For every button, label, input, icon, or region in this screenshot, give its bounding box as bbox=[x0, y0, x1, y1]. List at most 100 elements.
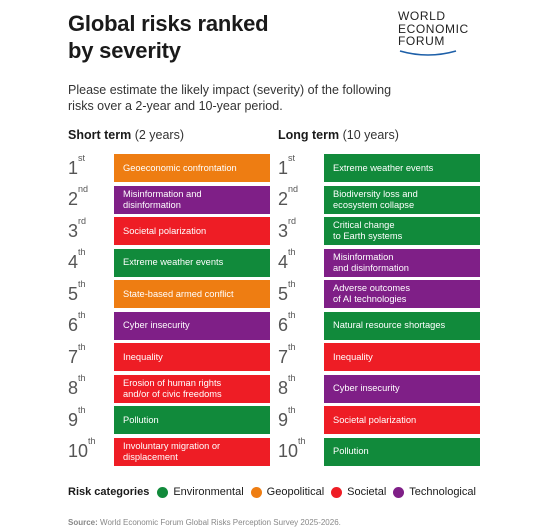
risk-row: 3rd Societal polarization bbox=[68, 216, 270, 245]
rank-value: 3 bbox=[278, 220, 289, 241]
legend-dot-environmental bbox=[157, 486, 169, 498]
risk-box-tech: Cyber insecurity bbox=[324, 374, 480, 403]
rank-number: 10th bbox=[68, 436, 114, 462]
risk-box-geo: Geoeconomic confrontation bbox=[114, 154, 270, 182]
risk-label-line-1: Pollution bbox=[333, 446, 369, 456]
risk-row: 6th Natural resource shortages bbox=[278, 310, 480, 340]
risk-box-soc: Inequality bbox=[114, 343, 270, 371]
rank-suffix: st bbox=[288, 152, 296, 163]
rank-number: 9th bbox=[68, 405, 114, 431]
rank-number: 8th bbox=[68, 373, 114, 399]
rank-number: 2nd bbox=[68, 184, 114, 210]
risk-label-line-1: Critical change bbox=[333, 220, 395, 230]
risk-label-line-1: Adverse outcomes bbox=[333, 283, 410, 293]
risk-label-line-1: Pollution bbox=[123, 414, 159, 425]
risk-label-line-1: State-based armed conflict bbox=[123, 288, 234, 299]
risk-label-line-2: disinformation bbox=[123, 199, 181, 210]
legend-label: Geopolitical bbox=[266, 486, 325, 498]
risk-row: 5th State-based armed conflict bbox=[68, 279, 270, 308]
risk-label: State-based armed conflict bbox=[123, 289, 234, 300]
rank-value: 4 bbox=[278, 252, 289, 272]
long-term-label: Long term bbox=[278, 128, 340, 142]
risk-box-env: Critical change to Earth systems bbox=[324, 217, 480, 245]
risk-label-line-1: Inequality bbox=[333, 351, 373, 362]
risk-row: 10th Involuntary migration or displacement bbox=[68, 436, 270, 466]
risk-label: Inequality bbox=[333, 352, 373, 363]
risk-box-env: Extreme weather events bbox=[114, 248, 270, 277]
source-text: World Economic Forum Global Risks Percep… bbox=[100, 518, 341, 527]
rank-suffix: th bbox=[88, 436, 96, 446]
rank-value: 2 bbox=[278, 189, 289, 209]
rank-number: 2nd bbox=[278, 184, 324, 210]
rank-suffix: th bbox=[78, 404, 86, 415]
risk-label-line-2: to Earth systems bbox=[333, 231, 403, 241]
rank-number: 7th bbox=[68, 342, 114, 368]
risk-label-line-1: Extreme weather events bbox=[123, 257, 224, 267]
logo-line-2: ECONOMIC bbox=[398, 21, 469, 36]
rank-value: 9 bbox=[278, 409, 289, 430]
rank-suffix: nd bbox=[78, 184, 89, 194]
source-label: Source: bbox=[68, 518, 98, 527]
rank-value: 1 bbox=[68, 157, 79, 178]
rank-number: 4th bbox=[68, 247, 114, 273]
risk-label-line-2: and/or of civic freedoms bbox=[123, 388, 222, 399]
risk-row: 5th Adverse outcomes of AI technologies bbox=[278, 278, 480, 308]
risk-row: 3rd Critical change to Earth systems bbox=[278, 216, 480, 245]
legend: Risk categories Environmental Geopolitic… bbox=[68, 486, 483, 498]
risk-row: 4th Extreme weather events bbox=[68, 247, 270, 277]
risk-label-line-1: Misinformation and bbox=[123, 188, 202, 199]
long-term-period: (10 years) bbox=[342, 128, 399, 142]
rank-number: 6th bbox=[68, 310, 114, 336]
rank-number: 4th bbox=[278, 247, 324, 273]
short-term-label: Short term bbox=[68, 128, 132, 142]
legend-label: Technological bbox=[409, 486, 476, 498]
risk-box-env: Pollution bbox=[324, 437, 480, 466]
risk-row: 4th Misinformation and disinformation bbox=[278, 247, 480, 277]
rank-number: 3rd bbox=[68, 216, 114, 242]
rank-value: 6 bbox=[278, 315, 289, 335]
risk-box-tech: Adverse outcomes of AI technologies bbox=[324, 280, 480, 308]
logo-line-1: WORLD bbox=[398, 9, 446, 23]
rank-suffix: th bbox=[288, 404, 296, 415]
legend-item-technological: Technological bbox=[393, 486, 476, 498]
risk-label: Misinformation and disinformation bbox=[123, 189, 202, 211]
legend-item-societal: Societal bbox=[331, 486, 386, 498]
risk-label: Erosion of human rights and/or of civic f… bbox=[123, 378, 222, 400]
rank-value: 10 bbox=[68, 441, 89, 461]
rank-suffix: th bbox=[288, 373, 296, 383]
rank-number: 9th bbox=[278, 405, 324, 431]
short-term-period: (2 years) bbox=[134, 128, 185, 142]
risk-row: 9th Societal polarization bbox=[278, 405, 480, 434]
risk-label-line-1: Involuntary migration or bbox=[123, 440, 221, 451]
legend-label: Societal bbox=[347, 486, 387, 498]
risk-label: Geoeconomic confrontation bbox=[123, 163, 237, 174]
rank-value: 2 bbox=[68, 189, 79, 209]
rank-suffix: th bbox=[288, 278, 296, 289]
subtitle-line-1: Please estimate the likely impact (sever… bbox=[68, 83, 392, 97]
risk-box-soc: Inequality bbox=[324, 343, 480, 371]
rank-value: 9 bbox=[68, 409, 79, 430]
risk-label-line-1: Societal polarization bbox=[123, 225, 207, 236]
risk-label: Cyber insecurity bbox=[123, 320, 190, 331]
rank-value: 8 bbox=[68, 378, 79, 398]
risk-label-line-2: ecosystem collapse bbox=[333, 199, 415, 210]
legend-item-geopolitical: Geopolitical bbox=[250, 486, 325, 498]
risk-row: 6th Cyber insecurity bbox=[68, 310, 270, 340]
risk-label-line-1: Cyber insecurity bbox=[333, 383, 400, 393]
risk-box-tech: Cyber insecurity bbox=[114, 311, 270, 340]
risk-label: Societal polarization bbox=[333, 415, 416, 426]
subtitle: Please estimate the likely impact (sever… bbox=[68, 82, 468, 114]
rank-number: 10th bbox=[278, 436, 324, 462]
rank-value: 8 bbox=[278, 378, 289, 398]
subtitle-line-2: risks over a 2-year and 10-year period. bbox=[68, 99, 283, 113]
risk-row: 8th Cyber insecurity bbox=[278, 373, 480, 403]
risk-row: 2nd Biodiversity loss and ecosystem collap… bbox=[278, 184, 480, 214]
short-term-heading: Short term (2 years) bbox=[68, 128, 184, 142]
risk-label: Extreme weather events bbox=[333, 163, 433, 174]
risk-label: Pollution bbox=[123, 415, 159, 426]
risk-label-line-1: Cyber insecurity bbox=[123, 320, 190, 330]
rank-number: 1st bbox=[278, 153, 324, 179]
risk-box-soc: Societal polarization bbox=[324, 406, 480, 434]
risk-box-env: Extreme weather events bbox=[324, 154, 480, 182]
rank-suffix: nd bbox=[288, 184, 299, 194]
